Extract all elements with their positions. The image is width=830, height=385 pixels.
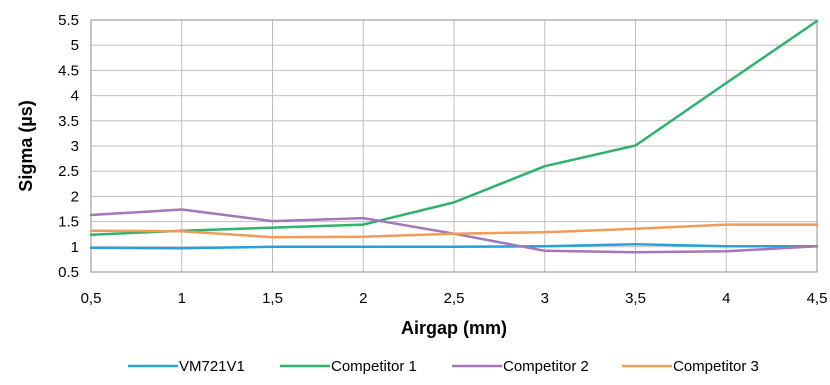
x-axis-title: Airgap (mm) bbox=[401, 318, 507, 338]
y-tick-label: 2 bbox=[71, 188, 79, 205]
y-axis-ticks: 0.5 1 1.5 2 2.5 3 3.5 4 4.5 5 5.5 bbox=[58, 12, 79, 281]
y-axis-title: Sigma (µs) bbox=[16, 100, 36, 191]
legend-label-vm721v1: VM721V1 bbox=[179, 358, 245, 375]
x-tick-label: 3,5 bbox=[625, 290, 646, 307]
x-tick-label: 4 bbox=[722, 290, 730, 307]
series-layer bbox=[89, 19, 819, 254]
x-tick-label: 3 bbox=[541, 290, 549, 307]
y-tick-label: 3.5 bbox=[58, 113, 79, 130]
plot-area-border bbox=[90, 19, 818, 273]
x-tick-label: 4,5 bbox=[807, 290, 828, 307]
x-tick-label: 1 bbox=[178, 290, 186, 307]
legend-label-competitor-1: Competitor 1 bbox=[331, 358, 417, 375]
y-tick-label: 1.5 bbox=[58, 214, 79, 231]
y-tick-label: 5.5 bbox=[58, 12, 79, 29]
x-tick-label: 2,5 bbox=[444, 290, 465, 307]
legend-label-competitor-3: Competitor 3 bbox=[673, 358, 759, 375]
legend: VM721V1 Competitor 1 Competitor 2 Competito… bbox=[128, 358, 759, 375]
series-line-competitor-1 bbox=[89, 19, 819, 236]
series-line-vm721v1 bbox=[89, 243, 819, 250]
x-tick-label: 1,5 bbox=[262, 290, 283, 307]
y-tick-label: 3 bbox=[71, 138, 79, 155]
series-line-competitor-3 bbox=[89, 223, 819, 239]
y-tick-label: 1 bbox=[71, 239, 79, 256]
x-axis-ticks: 0,5 1 1,5 2 2,5 3 3,5 4 4,5 bbox=[81, 290, 828, 307]
x-tick-label: 0,5 bbox=[81, 290, 102, 307]
y-tick-label: 0.5 bbox=[58, 264, 79, 281]
x-tick-label: 2 bbox=[359, 290, 367, 307]
y-tick-label: 4 bbox=[71, 88, 79, 105]
legend-label-competitor-2: Competitor 2 bbox=[503, 358, 589, 375]
y-tick-label: 2.5 bbox=[58, 163, 79, 180]
y-tick-label: 4.5 bbox=[58, 62, 79, 79]
y-tick-label: 5 bbox=[71, 37, 79, 54]
